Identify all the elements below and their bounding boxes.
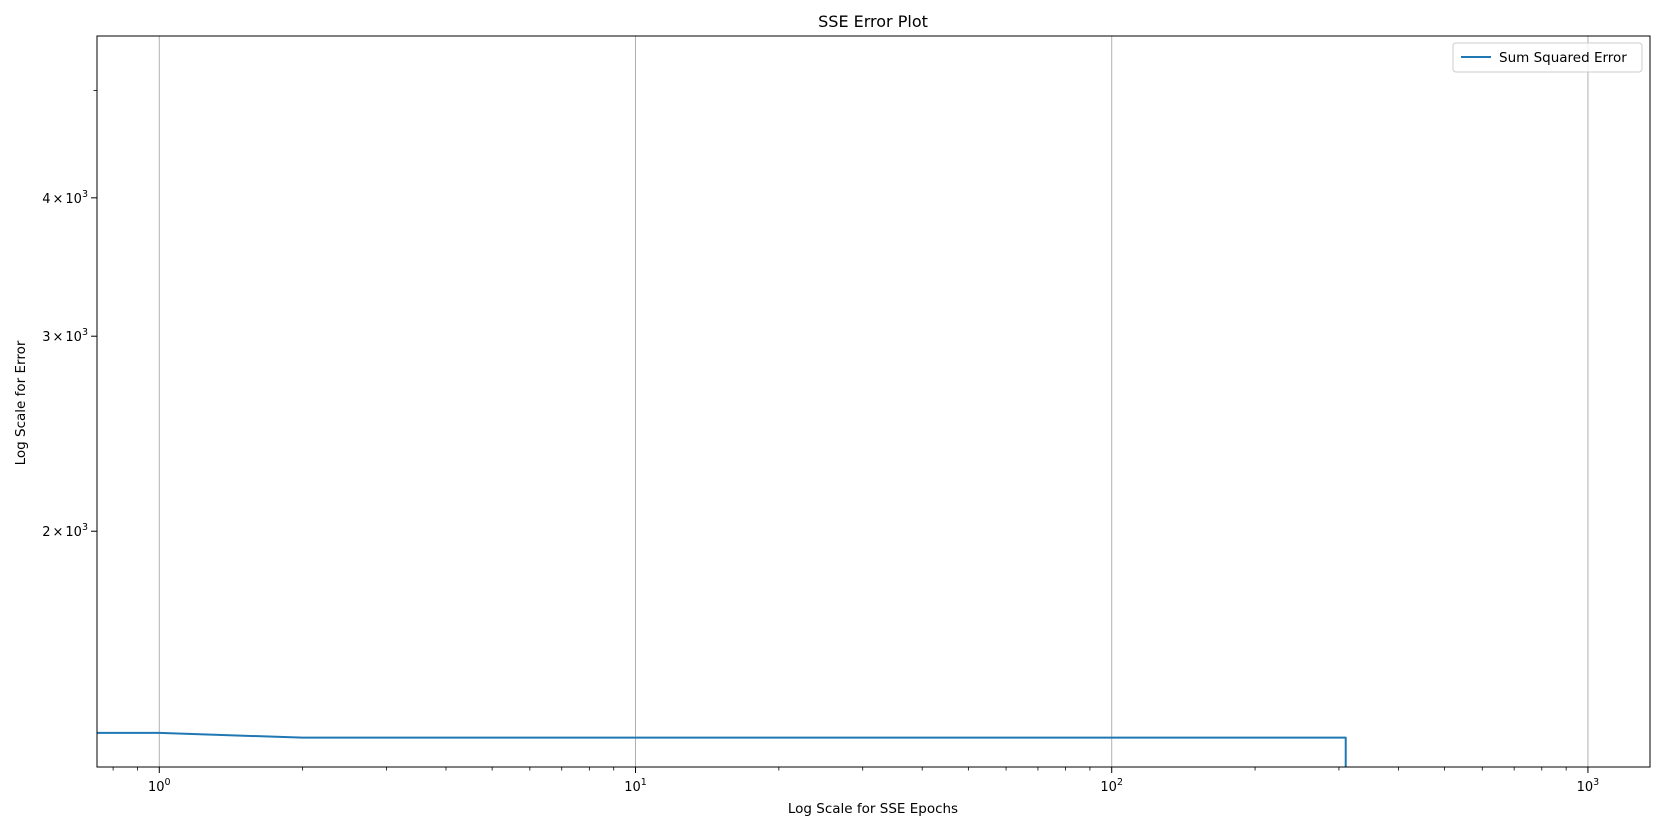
y-axis-ticks: 2 × 103 3 × 103 4 × 103: [42, 189, 97, 540]
plot-frame: [96, 35, 1651, 768]
chart-title: SSE Error Plot: [818, 12, 928, 31]
x-axis-label: Log Scale for SSE Epochs: [788, 801, 958, 817]
y-tick-label: 3 × 103: [42, 327, 88, 345]
series-lines: [97, 731, 1347, 767]
minor-ticks: [93, 90, 1567, 771]
legend-box: [1452, 42, 1643, 73]
x-tick-label: 101: [624, 777, 647, 795]
grid-lines: [158, 36, 1589, 767]
y-tick-label: 2 × 103: [42, 522, 88, 540]
legend-label: Sum Squared Error: [1499, 50, 1627, 66]
y-tick-label: 4 × 103: [42, 189, 88, 207]
x-tick-label: 103: [1577, 777, 1600, 795]
series-line: [97, 731, 1347, 767]
x-axis-ticks: 100 101 102 103: [148, 767, 1599, 795]
y-axis-label: Log Scale for Error: [13, 340, 29, 465]
x-tick-label: 102: [1100, 777, 1123, 795]
legend: Sum Squared Error: [1452, 42, 1643, 73]
x-tick-label: 100: [148, 777, 171, 795]
